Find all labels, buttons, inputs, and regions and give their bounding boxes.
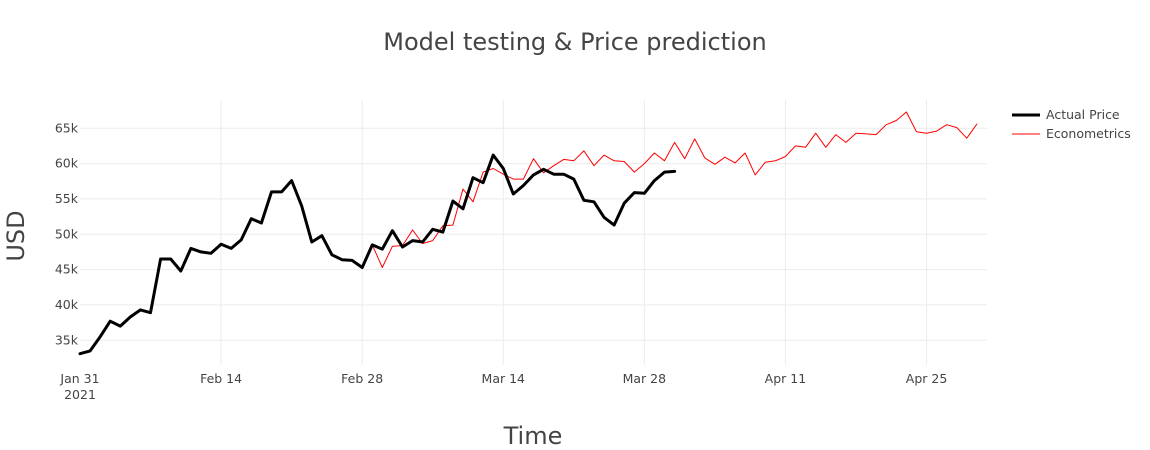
x-tick-label: Apr 11 — [765, 371, 807, 386]
legend-label: Econometrics — [1046, 126, 1131, 141]
y-tick-label: 45k — [55, 262, 79, 277]
y-tick-label: 50k — [55, 226, 79, 241]
x-tick-label: Feb 14 — [200, 371, 242, 386]
grid — [80, 100, 987, 365]
chart-title: Model testing & Price prediction — [383, 28, 766, 56]
y-tick-label: 60k — [55, 156, 79, 171]
x-tick-label: Mar 14 — [482, 371, 526, 386]
legend[interactable]: Actual Price Econometrics — [1012, 107, 1131, 141]
x-tick-label: Feb 28 — [341, 371, 383, 386]
x-axis-title: Time — [503, 422, 563, 450]
x-tick-label: Jan 31 — [59, 371, 99, 386]
legend-label: Actual Price — [1046, 107, 1120, 122]
x-tick-sublabel: 2021 — [64, 387, 96, 402]
y-tick-label: 35k — [55, 332, 79, 347]
series-line-econometrics — [79, 111, 978, 355]
y-tick-label: 55k — [55, 191, 79, 206]
y-axis-title: USD — [2, 210, 30, 261]
y-tick-label: 40k — [55, 297, 79, 312]
series-line-actual-price — [78, 153, 677, 356]
x-tick-label: Mar 28 — [623, 371, 667, 386]
series — [78, 111, 978, 356]
x-tick-label: Apr 25 — [906, 371, 948, 386]
y-tick-label: 65k — [55, 120, 79, 135]
